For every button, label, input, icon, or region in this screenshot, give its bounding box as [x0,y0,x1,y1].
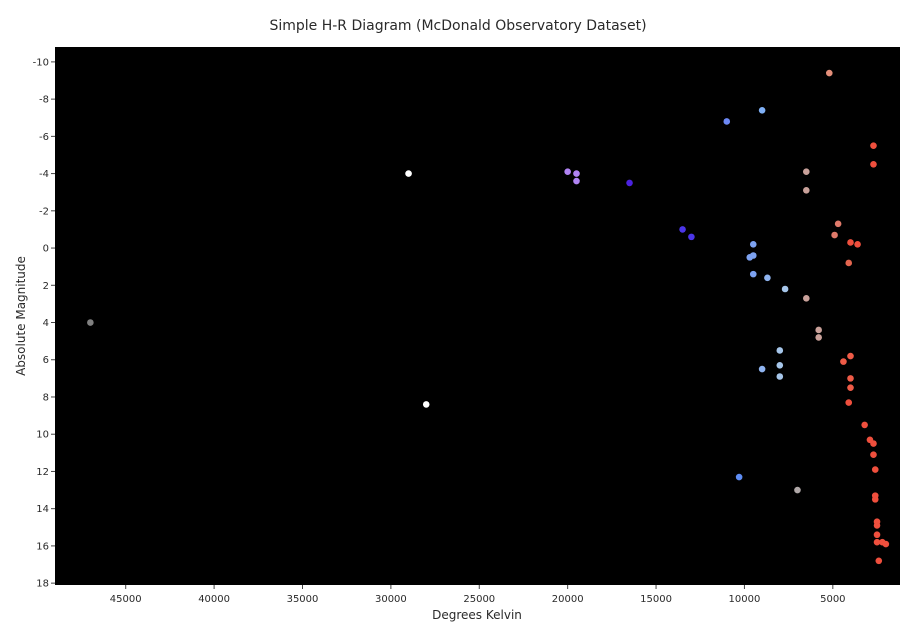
data-point[interactable] [626,179,633,187]
data-point[interactable] [688,233,695,241]
x-tick-label: 30000 [375,594,407,605]
data-point[interactable] [861,421,868,429]
x-tick-label: 45000 [110,594,142,605]
x-axis-title: Degrees Kelvin [432,608,522,622]
data-point[interactable] [749,241,757,248]
data-point[interactable] [758,106,766,114]
data-point[interactable] [847,352,854,360]
data-point[interactable] [746,254,754,261]
x-axis: 45000 40000 35000 30000 25000 20000 15000 10000… [110,585,846,605]
data-point[interactable] [845,259,853,267]
data-point[interactable] [776,362,784,369]
plot-area [55,47,900,585]
y-tick-label: -2 [39,206,49,217]
data-point[interactable] [803,168,810,176]
data-point[interactable] [875,557,883,565]
y-tick-label: 4 [43,318,49,329]
data-point[interactable] [871,466,879,473]
data-point[interactable] [564,168,571,176]
data-point[interactable] [847,384,854,391]
data-point[interactable] [870,440,877,447]
x-tick-label: 40000 [198,594,230,605]
data-point[interactable] [870,160,877,168]
y-tick-label: 10 [36,430,49,441]
data-point[interactable] [723,118,731,125]
y-tick-label: 12 [36,467,49,478]
x-tick-label: 25000 [463,594,495,605]
data-point[interactable] [873,538,881,546]
data-point[interactable] [882,540,890,548]
chart-title: Simple H-R Diagram (McDonald Observatory… [269,18,646,34]
data-point[interactable] [794,486,801,494]
data-point[interactable] [776,373,784,380]
y-axis-title: Absolute Magnitude [14,256,28,376]
data-point[interactable] [679,226,686,233]
data-point[interactable] [758,365,766,373]
y-tick-label: 8 [43,392,49,403]
data-point[interactable] [873,531,881,539]
y-tick-label: -8 [39,95,49,106]
data-points [87,69,890,565]
data-point[interactable] [422,401,430,408]
data-point[interactable] [845,399,853,406]
data-point[interactable] [405,170,412,177]
data-point[interactable] [749,270,757,278]
x-tick-label: 35000 [287,594,319,605]
data-point[interactable] [871,496,879,503]
data-point[interactable] [803,295,810,302]
y-tick-label: -6 [39,132,49,143]
data-point[interactable] [854,241,861,248]
y-tick-label: 14 [36,504,49,515]
x-tick-label: 5000 [820,594,845,605]
data-point[interactable] [573,170,580,177]
y-tick-label: 16 [36,541,49,552]
data-point[interactable] [815,334,822,341]
y-axis: -10 -8 -6 -4 -2 0 2 4 6 8 10 12 14 16 18 [33,57,55,590]
data-point[interactable] [781,285,789,293]
x-tick-label: 15000 [640,594,672,605]
x-tick-label: 10000 [729,594,761,605]
data-point[interactable] [573,177,580,185]
data-point[interactable] [831,231,838,239]
y-tick-label: 0 [43,244,49,255]
y-tick-label: -4 [39,169,49,180]
data-point[interactable] [776,347,784,354]
x-tick-label: 20000 [552,594,584,605]
data-point[interactable] [87,319,94,326]
data-point[interactable] [825,69,833,77]
data-point[interactable] [847,375,854,382]
data-point[interactable] [870,142,877,149]
data-point[interactable] [735,473,743,481]
data-point[interactable] [847,239,854,246]
y-tick-label: -10 [33,57,49,68]
data-point[interactable] [815,326,822,334]
data-point[interactable] [764,274,771,282]
y-tick-label: 2 [43,281,49,292]
data-point[interactable] [870,451,877,458]
y-tick-label: 18 [36,579,49,590]
data-point[interactable] [834,220,842,228]
data-point[interactable] [873,522,881,529]
y-tick-label: 6 [43,355,49,366]
data-point[interactable] [803,187,810,194]
data-point[interactable] [840,358,847,365]
